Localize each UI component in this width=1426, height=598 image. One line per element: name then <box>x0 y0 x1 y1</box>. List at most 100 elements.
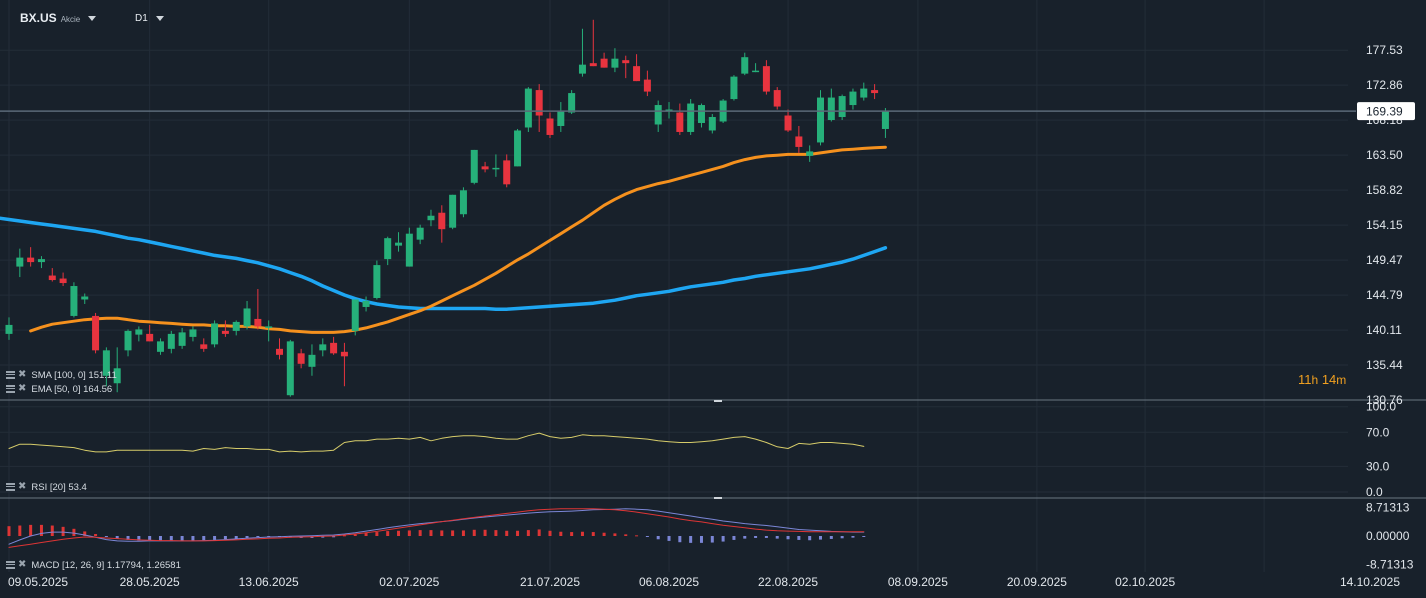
y-axis-tick-label: 130.76 <box>1366 393 1403 407</box>
symbol-label: BX.US <box>20 11 57 25</box>
y-axis-tick-label: 154.15 <box>1366 218 1403 232</box>
macd-histogram-bar <box>407 530 411 536</box>
candle <box>535 90 543 116</box>
candle <box>708 117 716 131</box>
candle <box>557 111 565 126</box>
candle <box>492 167 500 170</box>
candle <box>503 160 511 185</box>
macd-histogram-bar <box>342 535 346 537</box>
timeframe-selector[interactable]: D1 <box>135 8 164 28</box>
candle <box>189 329 197 337</box>
candle <box>265 326 273 328</box>
settings-menu-icon[interactable] <box>6 385 15 393</box>
candle <box>806 151 814 156</box>
candle <box>405 233 413 267</box>
indicator-rsi[interactable]: ✖ RSI [20] 53.4 <box>6 481 87 493</box>
macd-histogram-bar <box>840 536 844 539</box>
x-axis-tick-label: 06.08.2025 <box>639 575 699 589</box>
macd-histogram-bar <box>321 536 325 538</box>
indicator-macd[interactable]: ✖ MACD [12, 26, 9] 1.17794, 1.26581 <box>6 559 181 571</box>
close-icon[interactable]: ✖ <box>18 559 27 570</box>
candle <box>221 330 229 334</box>
countdown-hours-unit: h <box>1311 373 1319 387</box>
chevron-down-icon[interactable] <box>88 15 97 21</box>
candle <box>676 112 684 132</box>
candle <box>622 60 630 64</box>
macd-histogram-bar <box>429 530 433 536</box>
macd-histogram-bar <box>689 536 693 543</box>
y-axis-tick-label: 163.50 <box>1366 148 1403 162</box>
candle <box>514 130 522 167</box>
settings-menu-icon[interactable] <box>6 561 15 569</box>
close-icon[interactable]: ✖ <box>18 481 27 492</box>
ema-line <box>29 145 887 334</box>
macd-histogram-bar <box>699 536 703 543</box>
macd-histogram-bar <box>353 534 357 536</box>
countdown-minutes: 14 <box>1321 372 1337 387</box>
settings-menu-icon[interactable] <box>6 483 15 491</box>
candle <box>860 88 868 98</box>
indicator-sma[interactable]: ✖ SMA [100, 0] 151.11 <box>6 369 117 381</box>
candle <box>795 136 803 147</box>
pane-resize-handle[interactable] <box>714 497 722 499</box>
macd-histogram-bar <box>613 533 617 536</box>
rsi-axis-tick-label: 70.0 <box>1366 425 1390 439</box>
macd-histogram-bar <box>494 530 498 536</box>
macd-histogram-bar <box>364 533 368 536</box>
sma-line <box>0 216 888 311</box>
candle <box>124 330 132 351</box>
x-axis-tick-label: 28.05.2025 <box>120 575 180 589</box>
candle <box>113 368 121 384</box>
countdown-hours: 11 <box>1298 372 1312 387</box>
candle <box>600 58 608 68</box>
candle <box>773 90 781 107</box>
countdown-minutes-unit: m <box>1336 373 1347 387</box>
indicator-macd-label: MACD [12, 26, 9] 1.17794, 1.26581 <box>31 559 181 571</box>
candle <box>308 354 316 367</box>
indicator-ema[interactable]: ✖ EMA [50, 0] 164.56 <box>6 383 112 395</box>
x-axis-tick-label: 09.05.2025 <box>8 575 68 589</box>
candle <box>102 350 110 376</box>
candle <box>578 64 586 74</box>
y-axis-tick-label: 149.47 <box>1366 253 1403 267</box>
indicator-rsi-label: RSI [20] 53.4 <box>31 481 87 493</box>
y-axis-tick-label: 135.44 <box>1366 358 1403 372</box>
candle <box>156 341 164 352</box>
macd-histogram-bar <box>775 536 779 539</box>
candle <box>92 315 100 351</box>
candle <box>243 308 251 327</box>
macd-histogram-bar <box>819 536 822 540</box>
symbol-selector[interactable]: BX.US Akcie <box>20 8 97 28</box>
macd-histogram-bar <box>829 536 833 539</box>
macd-histogram-bar <box>418 530 422 536</box>
candle <box>167 333 175 349</box>
x-axis-tick-label: 22.08.2025 <box>758 575 818 589</box>
candle <box>687 103 695 132</box>
macd-histogram-bar <box>808 536 812 541</box>
close-icon[interactable]: ✖ <box>18 369 27 380</box>
candle <box>438 212 446 230</box>
macd-histogram-bar <box>386 531 390 536</box>
y-axis-tick-label: 140.11 <box>1366 323 1402 337</box>
candle <box>48 275 56 281</box>
rsi-line <box>8 432 865 453</box>
macd-histogram-bar <box>29 524 33 536</box>
close-icon[interactable]: ✖ <box>18 383 27 394</box>
macd-histogram-bar <box>754 536 758 538</box>
y-axis-tick-label: 144.79 <box>1366 288 1403 302</box>
candle <box>524 88 532 128</box>
y-axis-tick-label: 172.86 <box>1366 78 1403 92</box>
macd-histogram-bar <box>126 536 130 540</box>
macd-histogram-bar <box>148 536 152 541</box>
macd-histogram-bar <box>516 530 520 536</box>
macd-histogram-bar <box>645 536 649 537</box>
chevron-down-icon[interactable] <box>155 15 164 21</box>
macd-axis-tick-label: 8.71313 <box>1366 500 1410 514</box>
macd-histogram-bar <box>624 534 628 536</box>
settings-menu-icon[interactable] <box>6 371 15 379</box>
pane-resize-handle[interactable] <box>714 400 722 402</box>
macd-histogram-bar <box>505 530 509 536</box>
macd-histogram-bar <box>256 536 260 537</box>
bar-countdown: 11h 14m <box>1298 372 1346 387</box>
